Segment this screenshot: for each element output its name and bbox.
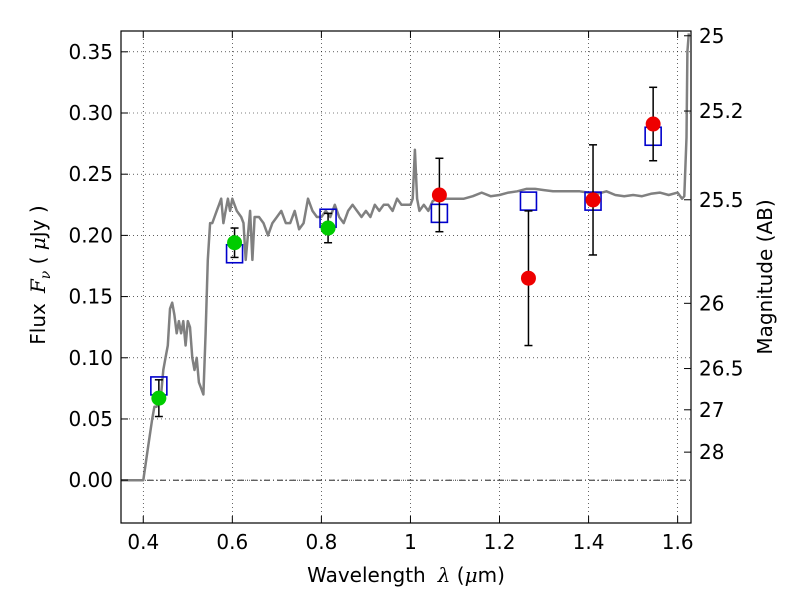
plot-frame bbox=[120, 30, 692, 524]
magnitude-ticks: 25 25.2 25.5 26 26.5 27 28 bbox=[684, 24, 744, 464]
magnitude-tick-label: 25.2 bbox=[699, 99, 744, 123]
y-axis-label-mu: μ bbox=[26, 237, 50, 250]
observed-flux-point bbox=[585, 192, 601, 208]
observed-flux-point bbox=[520, 270, 536, 286]
model-photometry-group bbox=[150, 126, 662, 396]
observed-flux-point bbox=[645, 116, 661, 132]
magnitude-tick-label: 28 bbox=[699, 440, 724, 464]
x-tick-label: 1 bbox=[404, 530, 417, 554]
x-axis-label-text: Wavelength bbox=[307, 563, 426, 587]
y-axis-label-subscript: ν bbox=[38, 270, 54, 279]
y-axis-label-prefix: Flux bbox=[26, 303, 50, 345]
x-axis-label: Wavelength λ (μm) bbox=[307, 563, 505, 587]
y-tick-label: 0.05 bbox=[68, 407, 113, 431]
x-tick-label: 1.4 bbox=[573, 530, 605, 554]
y-axis-label-open: ( bbox=[26, 250, 50, 271]
x-axis-label-unit-open: ( bbox=[450, 563, 464, 587]
x-axis-label-unit-close: m) bbox=[478, 563, 505, 587]
model-flux-marker bbox=[519, 191, 538, 211]
y-tick-label: 0.10 bbox=[68, 346, 113, 370]
x-tick-label: 1.6 bbox=[662, 530, 694, 554]
x-tick-label: 0.8 bbox=[305, 530, 337, 554]
magnitude-tick-label: 25 bbox=[699, 24, 724, 48]
observed-flux-point bbox=[151, 390, 167, 406]
y-tick-label: 0.35 bbox=[68, 40, 113, 64]
x-ticks: 0.4 0.6 0.8 1 1.2 1.4 1.6 bbox=[127, 31, 694, 554]
observed-flux-point bbox=[320, 220, 336, 236]
y-tick-label: 0.00 bbox=[68, 468, 113, 492]
y-ticks: 0.00 0.05 0.10 0.15 0.20 0.25 0.30 0.35 bbox=[68, 40, 128, 492]
y-axis-label-symbol: F bbox=[26, 278, 50, 294]
magnitude-tick-label: 27 bbox=[699, 398, 724, 422]
magnitude-tick-label: 25.5 bbox=[699, 188, 744, 212]
y-axis-label: Flux Fν ( μJy ) bbox=[26, 205, 54, 344]
grid bbox=[121, 31, 691, 523]
observed-flux-point bbox=[227, 235, 243, 251]
y-axis-label-close: Jy ) bbox=[26, 205, 50, 239]
x-tick-label: 0.6 bbox=[216, 530, 248, 554]
y-tick-label: 0.20 bbox=[68, 223, 113, 247]
x-tick-label: 0.4 bbox=[127, 530, 159, 554]
y-tick-label: 0.30 bbox=[68, 101, 113, 125]
x-axis-label-symbol: λ bbox=[437, 563, 451, 587]
spectrum-group bbox=[121, 33, 691, 482]
y2-axis-label: Magnitude (AB) bbox=[753, 199, 777, 354]
x-axis-label-unit-mu: μ bbox=[465, 563, 478, 587]
x-tick-label: 1.2 bbox=[484, 530, 516, 554]
magnitude-tick-label: 26.5 bbox=[699, 357, 744, 381]
y-tick-label: 0.25 bbox=[68, 162, 113, 186]
observed-flux-point bbox=[431, 187, 447, 203]
y-tick-label: 0.15 bbox=[68, 285, 113, 309]
template-spectrum-line bbox=[121, 33, 691, 482]
magnitude-tick-label: 26 bbox=[699, 291, 724, 315]
observed-photometry-group bbox=[151, 116, 661, 406]
